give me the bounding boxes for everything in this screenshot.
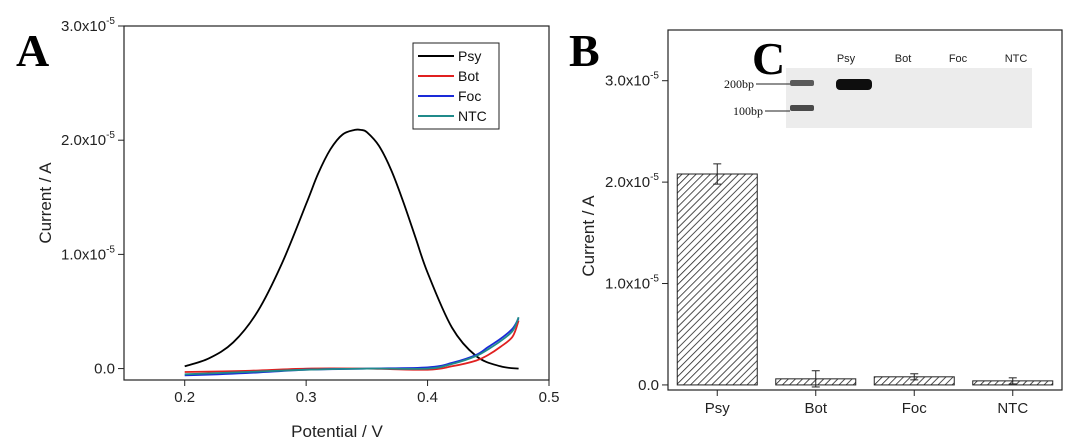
panel-b-plot-frame [667,29,1063,391]
panel-a-letter: A [16,25,49,76]
x-tick-label-bot: Bot [804,400,827,417]
gel-ladder-band-100 [790,105,814,111]
gel-background [786,68,1032,128]
x-tick-label-foc: Foc [902,400,928,417]
panel-b-y-axis-title: Current / A [579,195,598,277]
gel-marker-200bp: 200bp [724,77,754,91]
x-tick-label: 0.3 [296,389,317,406]
y-tick-label: 2.0x10-5 [605,172,659,191]
gel-marker-100bp: 100bp [733,104,763,118]
gel-ladder-band-200 [790,80,814,86]
panel-a-axes: 0.2 0.3 0.4 0.5 0.0 1.0x10-5 2.0x10-5 3.0x10-5 [61,16,559,406]
panel-b-axes: 0.0 1.0x10-5 2.0x10-5 3.0x10-5 Psy Bot Foc NTC [605,71,1028,417]
legend-box [412,42,500,130]
y-tick-label: 1.0x10-5 [605,274,659,293]
x-tick-label-psy: Psy [705,400,731,417]
y-tick-label: 0.0 [638,377,659,394]
series-line-psy [184,128,519,370]
panel-b-letter: B [569,25,600,76]
bar-psy [676,173,758,386]
panel-a-plot-frame [123,25,550,381]
legend-label-foc: Foc [458,88,481,104]
gel-lane-label-psy: Psy [837,53,856,65]
series-line-foc [184,317,520,377]
series-line-ntc [184,316,520,376]
y-tick-label: 1.0x10-5 [61,244,115,263]
y-tick-label: 2.0x10-5 [61,130,115,149]
gel-lane-labels: Psy Bot Foc NTC [837,53,1028,65]
x-tick-label: 0.5 [539,389,560,406]
x-tick-label: 0.4 [417,389,438,406]
x-tick-label-ntc: NTC [997,400,1028,417]
gel-lane-label-bot: Bot [895,53,912,65]
panel-a-line-chart: 0.2 0.3 0.4 0.50.01.0x10-52.0x10-53.0x10-5 … [36,16,559,441]
gel-lane-label-ntc: NTC [1005,53,1028,65]
y-tick-label: 3.0x10-5 [61,16,115,35]
y-tick-label: 3.0x10-5 [605,71,659,90]
legend-label-psy: Psy [458,48,481,64]
legend-label-ntc: NTC [458,108,487,124]
panel-c-gel-inset: C Psy Bot Foc NTC 200bp 100bp [724,33,1032,128]
series-line-bot [184,320,520,373]
panel-a-series [184,128,520,377]
gel-psy-band [836,79,872,90]
panel-a-x-axis-title: Potential / V [291,422,383,440]
x-tick-label: 0.2 [174,389,195,406]
y-tick-label: 0.0 [94,361,115,378]
legend-label-bot: Bot [458,68,479,84]
panel-c-letter: C [752,33,785,84]
gel-lane-label-foc: Foc [949,53,968,65]
panel-a-legend: Psy Bot Foc NTC [412,42,500,130]
panel-b-bars [676,163,1054,388]
panel-a-y-axis-title: Current / A [36,162,55,244]
